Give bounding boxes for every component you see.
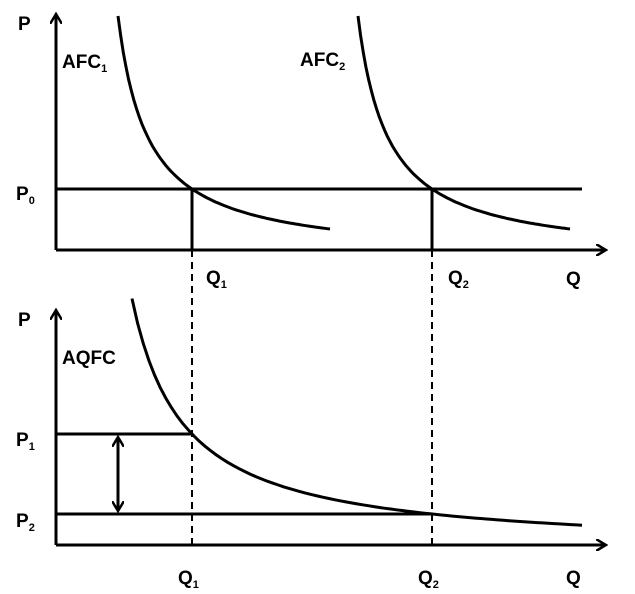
top-panel: P Q P0 AFC1 AFC2 Q1 Q2: [16, 14, 606, 291]
bottom-panel: P Q P1 P2 AQFC Q1 Q2: [16, 298, 606, 591]
bottom-y-axis-label: P: [18, 310, 31, 331]
aqfc-label: AQFC: [62, 348, 116, 369]
aqfc-curve: [130, 298, 583, 527]
bottom-q1-label: Q1: [178, 568, 199, 591]
top-q1-label: Q1: [206, 268, 227, 291]
p2-label: P2: [16, 511, 35, 534]
top-y-axis-label: P: [18, 14, 31, 35]
top-q2-label: Q2: [448, 268, 469, 291]
afc1-curve: [116, 15, 331, 231]
bottom-q2-label: Q2: [418, 568, 439, 591]
p1-label: P1: [16, 430, 35, 453]
afc2-label: AFC2: [300, 50, 345, 73]
p0-label: P0: [16, 184, 35, 207]
afc1-label: AFC1: [62, 52, 107, 75]
afc2-curve: [356, 15, 571, 231]
top-x-axis-label: Q: [566, 269, 581, 290]
bottom-x-axis-label: Q: [566, 568, 581, 589]
